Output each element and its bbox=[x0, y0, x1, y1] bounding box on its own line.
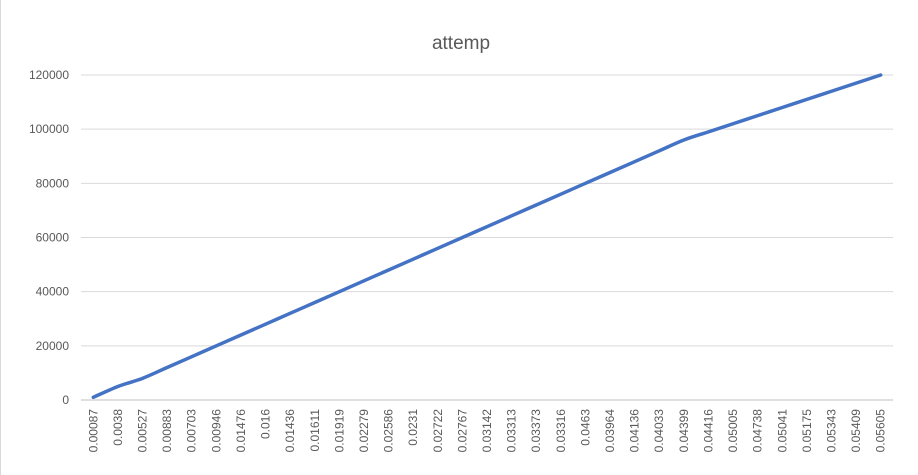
data-point bbox=[313, 301, 317, 304]
data-point bbox=[387, 268, 391, 272]
x-axis-ticks: 0.00087 0.0038 0.00527 0.00883 0.00703 0.0094… bbox=[86, 409, 887, 453]
chart-title: attemp bbox=[432, 33, 490, 54]
data-point bbox=[214, 344, 218, 348]
x-tick-label: 0.01919 bbox=[332, 409, 346, 453]
x-tick-label: 0.02722 bbox=[431, 409, 445, 453]
data-point bbox=[485, 225, 489, 229]
y-tick-label: 20000 bbox=[36, 339, 70, 353]
data-point bbox=[165, 366, 169, 369]
data-point bbox=[264, 322, 268, 326]
x-tick-label: 0.016 bbox=[259, 409, 273, 439]
x-tick-label: 0.05175 bbox=[800, 409, 814, 453]
data-point bbox=[706, 130, 710, 134]
data-point bbox=[756, 114, 760, 118]
x-tick-label: 0.05343 bbox=[824, 409, 838, 453]
y-tick-label: 0 bbox=[62, 393, 69, 407]
data-point bbox=[436, 246, 440, 250]
x-tick-label: 0.02279 bbox=[357, 409, 371, 453]
data-point bbox=[141, 376, 145, 380]
x-tick-label: 0.00703 bbox=[185, 409, 199, 453]
data-point bbox=[362, 279, 366, 283]
x-tick-label: 0.00527 bbox=[136, 409, 150, 453]
x-tick-label: 0.02586 bbox=[382, 409, 396, 453]
x-tick-label: 0.01436 bbox=[283, 409, 297, 453]
data-point bbox=[510, 214, 514, 218]
x-tick-label: 0.00883 bbox=[160, 409, 174, 453]
x-tick-label: 0.0463 bbox=[578, 409, 592, 446]
x-tick-label: 0.05605 bbox=[874, 409, 888, 453]
x-tick-label: 0.03964 bbox=[603, 409, 617, 453]
y-axis-ticks: 0 20000 40000 60000 80000 100000 120000 bbox=[29, 68, 69, 407]
x-tick-label: 0.02767 bbox=[455, 409, 469, 453]
x-tick-label: 0.05409 bbox=[849, 409, 863, 453]
x-tick-label: 0.0038 bbox=[111, 409, 125, 446]
y-tick-label: 120000 bbox=[29, 68, 69, 82]
x-tick-label: 0.04033 bbox=[652, 409, 666, 453]
y-tick-label: 40000 bbox=[36, 285, 70, 299]
data-point bbox=[608, 171, 612, 174]
y-tick-label: 60000 bbox=[36, 231, 70, 245]
data-point bbox=[460, 236, 464, 239]
data-point bbox=[411, 257, 415, 261]
x-tick-label: 0.01476 bbox=[234, 409, 248, 453]
x-tick-label: 0.04399 bbox=[677, 409, 691, 453]
series-line bbox=[91, 73, 883, 400]
x-tick-label: 0.04136 bbox=[628, 409, 642, 453]
x-tick-label: 0.03313 bbox=[505, 409, 519, 453]
data-point bbox=[633, 160, 637, 164]
data-point bbox=[879, 73, 883, 77]
x-tick-label: 0.04738 bbox=[751, 409, 765, 453]
x-tick-label: 0.04416 bbox=[701, 409, 715, 453]
data-point bbox=[91, 395, 95, 399]
data-point bbox=[288, 311, 292, 315]
x-tick-label: 0.03373 bbox=[529, 409, 543, 453]
data-point bbox=[682, 138, 686, 142]
x-tick-label: 0.01611 bbox=[308, 409, 322, 452]
x-tick-label: 0.0231 bbox=[406, 409, 420, 446]
y-tick-label: 80000 bbox=[36, 176, 70, 190]
data-point bbox=[239, 333, 243, 337]
data-point bbox=[805, 97, 809, 101]
x-tick-label: 0.05005 bbox=[726, 409, 740, 453]
data-point bbox=[583, 181, 587, 185]
data-point bbox=[780, 106, 784, 109]
x-tick-label: 0.00087 bbox=[86, 409, 100, 453]
x-tick-label: 0.03142 bbox=[480, 409, 494, 453]
data-point bbox=[116, 384, 120, 388]
data-point bbox=[190, 355, 194, 359]
x-tick-label: 0.00946 bbox=[209, 409, 223, 453]
x-tick-label: 0.03316 bbox=[554, 409, 568, 453]
series-group bbox=[91, 73, 883, 400]
data-point bbox=[731, 122, 735, 126]
data-point bbox=[337, 290, 341, 294]
data-point bbox=[854, 81, 858, 85]
data-point bbox=[534, 203, 538, 207]
data-point bbox=[657, 149, 661, 153]
data-point bbox=[559, 192, 563, 196]
x-tick-label: 0.05041 bbox=[775, 409, 789, 453]
y-tick-label: 100000 bbox=[29, 122, 69, 136]
data-point bbox=[829, 89, 833, 93]
